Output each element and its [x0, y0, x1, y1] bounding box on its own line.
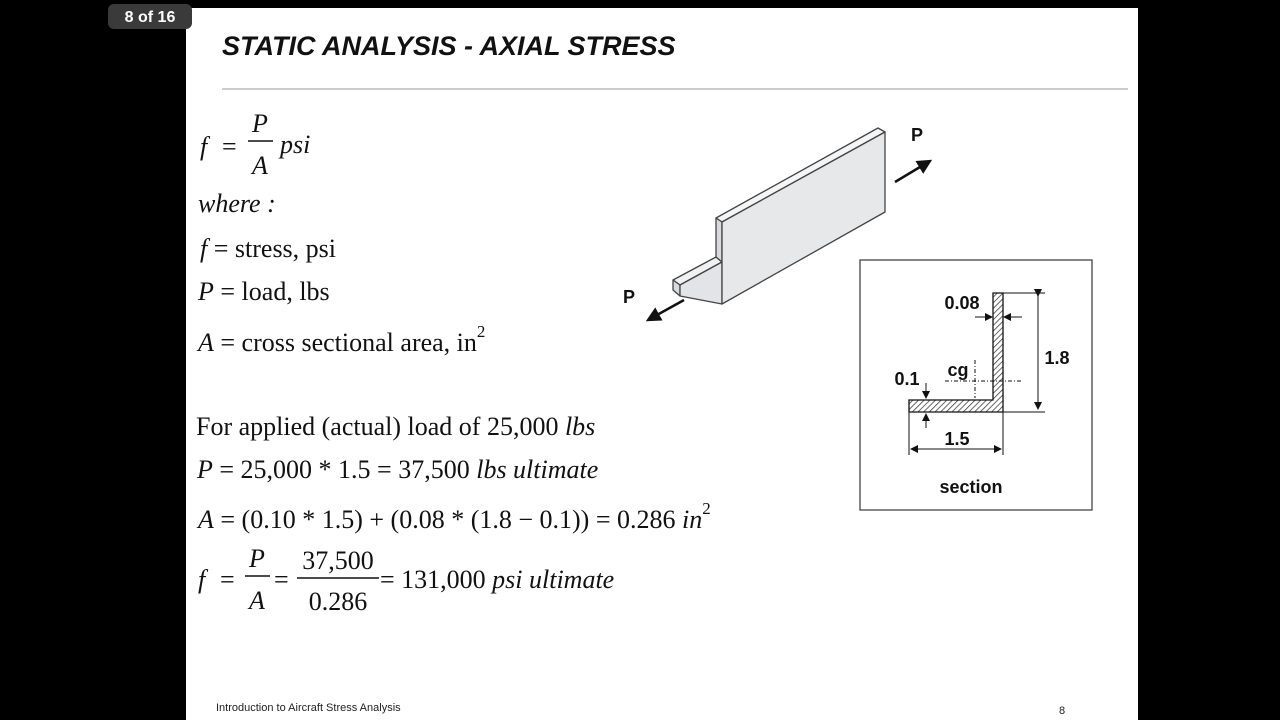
calc-numerator: 37,500	[302, 546, 374, 575]
calc-symbol: P	[196, 455, 213, 484]
formula-unit: psi	[278, 130, 310, 159]
calc-equals: =	[220, 565, 235, 594]
page-indicator: 8 of 16	[125, 9, 176, 26]
definition: f = stress, psi	[200, 234, 336, 263]
dimension-label: 1.8	[1044, 348, 1069, 368]
load-arrow	[894, 159, 933, 184]
dimensions	[908, 289, 1045, 455]
angle-drawing	[672, 127, 886, 305]
section-box	[859, 259, 1093, 511]
dimension-label: 0.08	[944, 293, 979, 313]
where-label: where :	[198, 189, 276, 218]
calc-text: = 131,000	[380, 565, 492, 594]
calc-unit: lbs ultimate	[476, 455, 598, 484]
formula-denominator: A	[250, 151, 268, 180]
definition-symbol: A	[196, 328, 214, 357]
dimension-label: 1.5	[944, 429, 969, 449]
load-arrow	[645, 298, 685, 322]
calc-line: P = 25,000 * 1.5 = 37,500 lbs ultimate	[196, 455, 598, 484]
page-number: 8	[1059, 705, 1065, 717]
calc-denominator: A	[247, 586, 265, 615]
calc-text: = 25,000 * 1.5 = 37,500	[219, 455, 476, 484]
dimension-label: 0.1	[894, 369, 919, 389]
calc-line: A = (0.10 * 1.5) + (0.08 * (1.8 − 0.1)) …	[196, 499, 711, 534]
calc-unit: lbs	[565, 412, 595, 441]
load-label: P	[623, 287, 635, 307]
footer-text: Introduction to Aircraft Stress Analysis	[216, 702, 401, 714]
section-caption: section	[939, 477, 1002, 497]
calc-denominator: 0.286	[309, 587, 368, 616]
definition: P = load, lbs	[197, 277, 330, 306]
centroid-label: cg	[947, 360, 968, 380]
calc-text: For applied (actual) load of 25,000	[196, 412, 565, 441]
calc-symbol: f	[198, 565, 209, 594]
calc-numerator: P	[248, 544, 265, 573]
load-label: P	[911, 125, 923, 145]
calc-unit: in	[682, 505, 702, 534]
calc-text: = (0.10 * 1.5) + (0.08 * (1.8 − 0.1)) = …	[220, 505, 682, 534]
calc-result: = 131,000 psi ultimate	[380, 565, 614, 594]
web-edge	[715, 217, 723, 263]
definition-symbol: f	[200, 234, 211, 263]
definition-symbol: P	[197, 277, 214, 306]
definition: A = cross sectional area, in2	[196, 322, 485, 357]
definition-text: = load, lbs	[220, 277, 329, 306]
formula-numerator: P	[251, 109, 268, 138]
calc-equals: =	[274, 565, 289, 594]
page-indicator-badge	[108, 4, 192, 29]
calc-suffix: ultimate	[529, 565, 614, 594]
superscript: 2	[477, 322, 486, 341]
formula-equals: =	[222, 132, 237, 161]
definition-text: = stress, psi	[214, 234, 336, 263]
calc-line: For applied (actual) load of 25,000 lbs	[196, 412, 595, 441]
definition-text: = cross sectional area, in	[220, 328, 477, 357]
calc-unit: psi	[490, 565, 522, 594]
web-face	[721, 131, 886, 305]
calc-symbol: A	[196, 505, 214, 534]
slide-title: STATIC ANALYSIS - AXIAL STRESS	[222, 31, 676, 61]
formula-symbol: f	[200, 132, 211, 161]
superscript: 2	[702, 499, 711, 518]
